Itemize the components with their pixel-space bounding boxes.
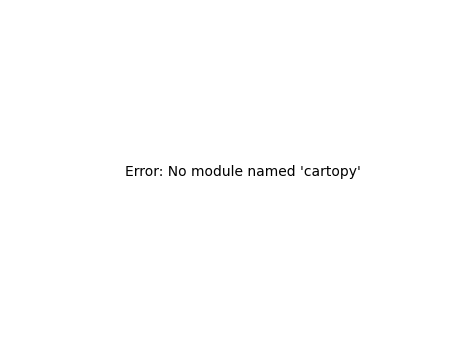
Text: Error: No module named 'cartopy': Error: No module named 'cartopy' [125, 165, 361, 179]
